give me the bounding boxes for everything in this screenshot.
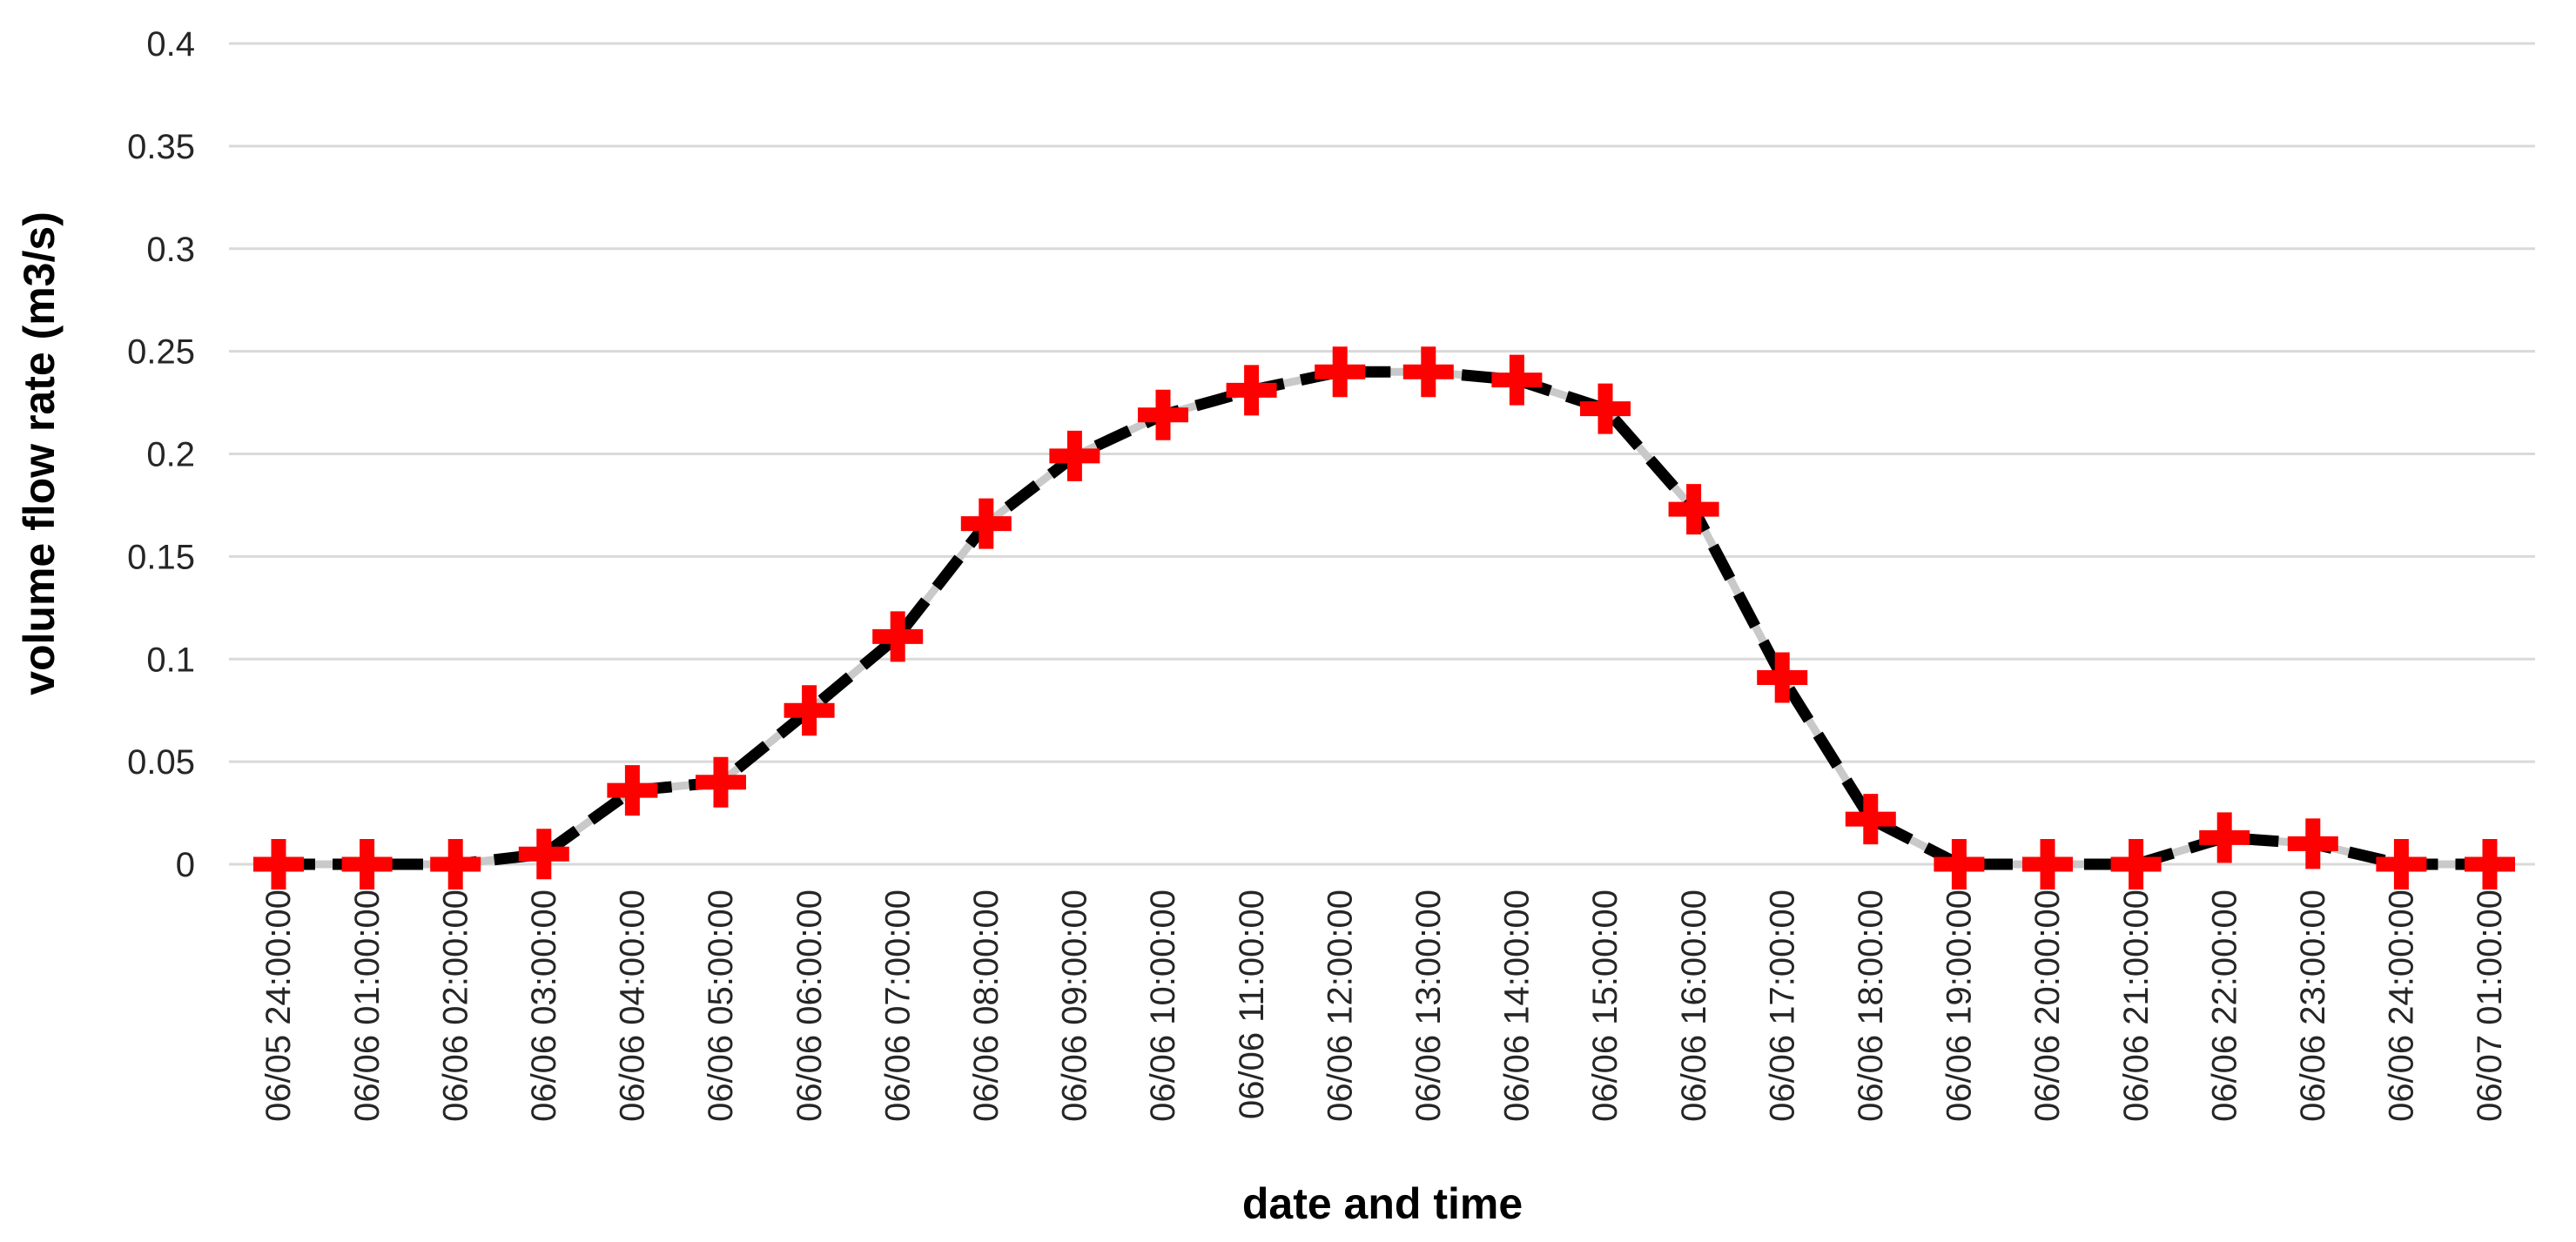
y-tick-label: 0.3 [146,231,195,269]
x-tick-label: 06/06 05:00:00 [702,890,740,1122]
gridlines [229,42,2535,866]
x-tick-label: 06/05 24:00:00 [259,890,298,1122]
x-tick-label: 06/06 10:00:00 [1144,890,1182,1122]
x-tick-label: 06/06 21:00:00 [2117,890,2156,1122]
data-point-marker [960,498,1012,549]
x-axis-title: date and time [1242,1179,1523,1228]
x-tick-label: 06/06 13:00:00 [1409,890,1448,1122]
x-tick-label: 06/06 18:00:00 [1852,890,1890,1122]
x-tick-label: 06/06 04:00:00 [614,890,652,1122]
data-point-marker [341,839,393,890]
x-tick-label: 06/06 17:00:00 [1763,890,1801,1122]
data-point-marker [607,765,658,816]
x-tick-label: 06/07 01:00:00 [2471,890,2509,1122]
data-point-marker [1402,346,1454,398]
x-tick-label: 06/06 06:00:00 [790,890,829,1122]
data-point-marker [1934,839,1985,890]
data-point-marker [696,756,746,808]
y-tick-label: 0.2 [146,436,195,474]
data-point-marker [1315,346,1366,398]
data-point-marker [784,685,835,736]
x-tick-label: 06/06 22:00:00 [2205,890,2243,1122]
data-point-marker [1845,794,1896,845]
data-point-marker [2287,818,2338,869]
y-tick-label: 0.1 [146,641,195,679]
x-axis-tick-labels: 06/05 24:00:00 06/06 01:00:00 06/06 02:00:… [259,890,2509,1122]
y-tick-label: 0.25 [127,333,195,372]
x-tick-label: 06/06 12:00:00 [1321,890,1359,1122]
data-point-marker [2465,839,2515,890]
y-tick-label: 0.15 [127,538,195,576]
x-tick-label: 06/06 15:00:00 [1586,890,1624,1122]
y-tick-label: 0.05 [127,743,195,782]
data-point-marker [2110,839,2162,890]
x-tick-label: 06/06 23:00:00 [2294,890,2332,1122]
data-point-marker [1580,383,1631,434]
x-tick-label: 06/06 20:00:00 [2028,890,2067,1122]
data-point-marker [2022,839,2073,890]
series-layer [253,346,2515,890]
y-tick-label: 0.4 [146,25,195,64]
y-axis-title: volume flow rate (m3/s) [15,211,64,695]
data-point-marker [253,839,304,890]
data-point-marker [1138,389,1188,440]
x-tick-label: 06/06 19:00:00 [1940,890,1979,1122]
y-axis-tick-labels: 0 0.05 0.1 0.15 0.2 0.25 0.3 0.35 0.4 [127,25,195,884]
data-point-marker [2199,812,2250,863]
x-tick-label: 06/06 08:00:00 [967,890,1006,1122]
x-tick-label: 06/06 01:00:00 [348,890,387,1122]
x-tick-label: 06/06 14:00:00 [1498,890,1537,1122]
x-tick-label: 06/06 24:00:00 [2383,890,2421,1122]
data-point-marker [1668,484,1719,535]
y-tick-label: 0.35 [127,128,195,166]
x-tick-label: 06/06 02:00:00 [436,890,474,1122]
y-tick-label: 0 [176,846,195,884]
x-tick-label: 06/06 09:00:00 [1056,890,1094,1122]
data-point-marker [518,829,569,880]
data-point-marker [430,839,481,890]
x-tick-label: 06/06 03:00:00 [525,890,563,1122]
data-point-marker [1757,652,1808,703]
data-point-marker [2376,839,2427,890]
data-point-marker [872,611,924,662]
data-point-marker [1049,430,1100,481]
x-tick-label: 06/06 07:00:00 [878,890,917,1122]
x-tick-label: 06/06 16:00:00 [1675,890,1713,1122]
data-point-marker [1226,365,1277,416]
x-tick-label: 06/06 11:00:00 [1233,890,1271,1119]
data-point-marker [1491,354,1543,406]
